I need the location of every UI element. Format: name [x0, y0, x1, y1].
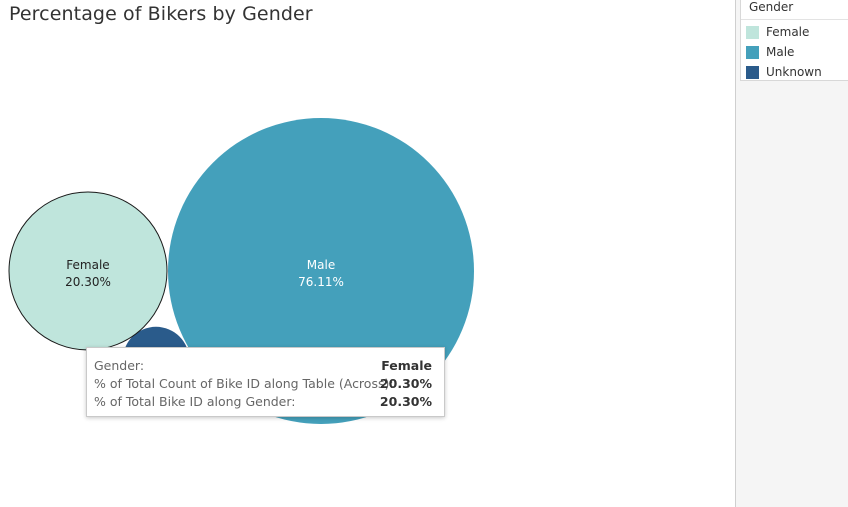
tooltip-row-along-gender: % of Total Bike ID along Gender: 20.30% — [94, 394, 432, 411]
bubble-value-label: 76.11% — [298, 275, 344, 289]
tooltip-label: Gender: — [94, 358, 145, 373]
tooltip-value: 20.30% — [379, 376, 432, 391]
legend-item-unknown[interactable]: Unknown — [746, 64, 822, 80]
side-pane — [735, 0, 848, 507]
legend-item-male[interactable]: Male — [746, 44, 794, 60]
legend-label-male: Male — [766, 45, 795, 59]
legend-title: Gender — [749, 0, 794, 14]
gender-legend: Gender Female Male Unknown — [740, 0, 848, 81]
legend-label-female: Female — [766, 25, 810, 39]
tooltip-value: Female — [381, 358, 432, 373]
bubble-value-label: 20.30% — [65, 275, 111, 289]
bubble-name-label: Female — [66, 258, 109, 272]
legend-swatch-female — [746, 25, 759, 39]
legend-label-unknown: Unknown — [766, 65, 822, 79]
tooltip: Gender: Female % of Total Count of Bike … — [86, 347, 445, 417]
tooltip-value: 20.30% — [379, 394, 432, 409]
bubble-name-label: Male — [307, 258, 335, 272]
tooltip-label: % of Total Bike ID along Gender: — [94, 394, 296, 409]
legend-divider — [741, 19, 848, 20]
tooltip-row-table-across: % of Total Count of Bike ID along Table … — [94, 376, 432, 393]
legend-swatch-unknown — [746, 65, 759, 79]
legend-swatch-male — [746, 45, 759, 59]
bubble-chart[interactable]: Male 76.11% Female 20.30% — [0, 0, 735, 507]
chart-title: Percentage of Bikers by Gender — [9, 3, 313, 25]
tooltip-label: % of Total Count of Bike ID along Table … — [94, 376, 394, 391]
tooltip-row-gender: Gender: Female — [94, 358, 432, 375]
legend-item-female[interactable]: Female — [746, 24, 809, 40]
